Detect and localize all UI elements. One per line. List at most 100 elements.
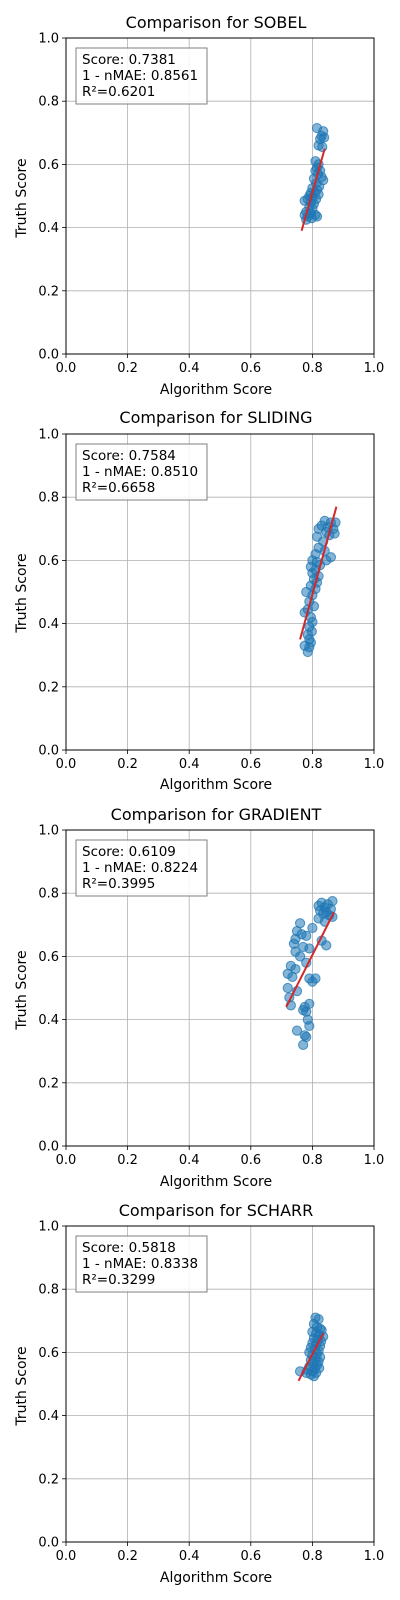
scatter-point bbox=[308, 1371, 320, 1382]
stats-line: Score: 0.7381 bbox=[82, 52, 176, 68]
y-tick-label: 0.4 bbox=[38, 221, 59, 236]
stats-line: 1 - nMAE: 0.8510 bbox=[82, 464, 198, 480]
x-tick-label: 0.8 bbox=[302, 757, 323, 772]
x-tick-label: 0.8 bbox=[302, 1153, 323, 1168]
x-tick-label: 0.4 bbox=[179, 1549, 200, 1564]
x-tick-label: 1.0 bbox=[364, 361, 385, 376]
scatter-point bbox=[298, 1039, 309, 1050]
scatter-point bbox=[321, 940, 332, 951]
scatter-point bbox=[307, 922, 318, 934]
stats-line: Score: 0.7584 bbox=[82, 448, 176, 464]
y-tick-label: 0.8 bbox=[38, 1283, 59, 1298]
x-axis-label: Algorithm Score bbox=[160, 1570, 272, 1586]
x-tick-label: 0.6 bbox=[240, 1153, 261, 1168]
y-tick-label: 1.0 bbox=[38, 428, 59, 443]
y-axis-label: Truth Score bbox=[14, 1346, 30, 1426]
scatter-point bbox=[294, 951, 306, 962]
panel-gradient: Comparison for GRADIENT Algorithm Score … bbox=[14, 805, 384, 1190]
plot-frame bbox=[65, 37, 375, 355]
stats-box bbox=[75, 1235, 208, 1293]
y-tick-label: 0.6 bbox=[38, 950, 59, 965]
stats-line: R²=0.3299 bbox=[82, 1272, 155, 1288]
y-axis-label: Truth Score bbox=[14, 553, 30, 633]
panel-sliding: Comparison for SLIDING Algorithm Score T… bbox=[14, 408, 384, 793]
scatter-point bbox=[304, 943, 315, 954]
y-tick-label: 1.0 bbox=[38, 824, 59, 839]
scatter-point bbox=[319, 132, 330, 143]
fit-line bbox=[299, 506, 338, 640]
x-tick-label: 0.0 bbox=[56, 1549, 77, 1564]
scatter-point bbox=[307, 976, 318, 987]
y-tick-label: 0.6 bbox=[38, 158, 59, 173]
y-tick-label: 0.4 bbox=[38, 1013, 59, 1028]
x-tick-label: 0.6 bbox=[240, 361, 261, 376]
x-tick-label: 1.0 bbox=[364, 1153, 385, 1168]
fit-line bbox=[297, 1332, 325, 1382]
x-axis-label: Algorithm Score bbox=[160, 1174, 272, 1190]
stats-line: R²=0.3995 bbox=[82, 876, 155, 892]
fit-line bbox=[300, 148, 326, 232]
x-tick-label: 1.0 bbox=[364, 1549, 385, 1564]
y-tick-label: 0.6 bbox=[38, 554, 59, 569]
y-tick-label: 0.0 bbox=[38, 1536, 59, 1551]
chart-title: Comparison for SOBEL bbox=[126, 13, 307, 32]
x-axis-label: Algorithm Score bbox=[160, 382, 272, 398]
x-tick-label: 0.2 bbox=[117, 757, 138, 772]
x-tick-label: 0.2 bbox=[117, 361, 138, 376]
x-tick-label: 0.0 bbox=[56, 1153, 77, 1168]
stats-line: Score: 0.5818 bbox=[82, 1240, 176, 1256]
panel-sobel: Comparison for SOBEL Algorithm Score Tru… bbox=[14, 13, 384, 398]
panel-scharr: Comparison for SCHARR Algorithm Score Tr… bbox=[14, 1201, 384, 1586]
stats-line: 1 - nMAE: 0.8224 bbox=[82, 860, 198, 876]
stats-line: 1 - nMAE: 0.8338 bbox=[82, 1256, 198, 1272]
scatter-point bbox=[301, 930, 312, 941]
x-axis-label: Algorithm Score bbox=[160, 777, 272, 793]
plot-frame bbox=[65, 433, 375, 751]
x-tick-label: 0.6 bbox=[240, 1549, 261, 1564]
x-tick-label: 0.0 bbox=[56, 757, 77, 772]
y-tick-label: 0.8 bbox=[38, 887, 59, 902]
scatter-point bbox=[311, 211, 323, 222]
x-tick-label: 1.0 bbox=[364, 757, 385, 772]
stats-box bbox=[75, 47, 208, 105]
y-tick-label: 0.0 bbox=[38, 744, 59, 759]
stats-box bbox=[75, 839, 208, 897]
y-tick-label: 0.2 bbox=[38, 1076, 59, 1091]
chart-title: Comparison for SLIDING bbox=[119, 408, 312, 427]
x-tick-label: 0.8 bbox=[302, 361, 323, 376]
scatter-point bbox=[291, 1025, 303, 1036]
scatter-point bbox=[317, 141, 328, 153]
x-tick-label: 0.4 bbox=[179, 361, 200, 376]
y-tick-label: 1.0 bbox=[38, 32, 59, 47]
scatter-point bbox=[282, 982, 293, 994]
y-tick-label: 0.2 bbox=[38, 284, 59, 299]
y-tick-label: 0.4 bbox=[38, 1409, 59, 1424]
scatter-point bbox=[304, 1020, 315, 1032]
stats-line: Score: 0.6109 bbox=[82, 844, 176, 860]
fit-line bbox=[285, 911, 335, 1008]
y-tick-label: 0.4 bbox=[38, 617, 59, 632]
chart-title: Comparison for GRADIENT bbox=[111, 805, 322, 824]
stats-line: R²=0.6658 bbox=[82, 480, 155, 496]
y-tick-label: 0.0 bbox=[38, 1140, 59, 1155]
x-tick-label: 0.2 bbox=[117, 1549, 138, 1564]
y-tick-label: 0.6 bbox=[38, 1346, 59, 1361]
plot-frame bbox=[65, 829, 375, 1147]
y-tick-label: 0.8 bbox=[38, 491, 59, 506]
y-tick-label: 1.0 bbox=[38, 1220, 59, 1235]
x-tick-label: 0.0 bbox=[56, 361, 77, 376]
x-tick-label: 0.6 bbox=[240, 757, 261, 772]
y-tick-label: 0.2 bbox=[38, 1472, 59, 1487]
y-axis-label: Truth Score bbox=[14, 950, 30, 1030]
stats-box bbox=[75, 443, 208, 501]
x-tick-label: 0.4 bbox=[179, 1153, 200, 1168]
x-tick-label: 0.8 bbox=[302, 1549, 323, 1564]
x-tick-label: 0.4 bbox=[179, 757, 200, 772]
scatter-point bbox=[287, 971, 298, 983]
y-axis-label: Truth Score bbox=[14, 158, 30, 238]
y-tick-label: 0.8 bbox=[38, 95, 59, 110]
chart-title: Comparison for SCHARR bbox=[119, 1201, 314, 1220]
plot-frame bbox=[65, 1225, 375, 1543]
x-tick-label: 0.2 bbox=[117, 1153, 138, 1168]
